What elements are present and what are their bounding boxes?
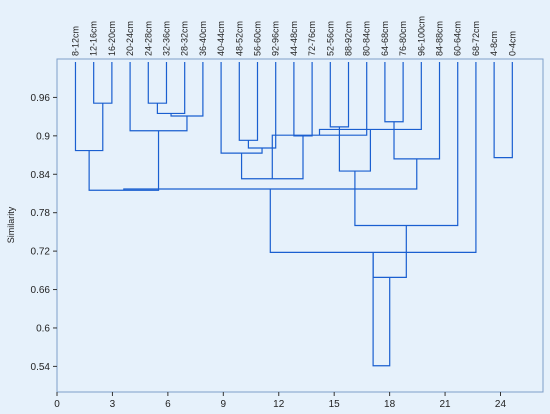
dendrogram-link: [93, 62, 113, 104]
leaf-label: 96-100cm: [416, 16, 426, 56]
leaf-label: 28-32cm: [180, 21, 190, 56]
x-tick-label: 15: [329, 399, 341, 410]
leaf-label: 92-96cm: [271, 21, 281, 56]
leaf-label: 56-60cm: [252, 21, 262, 56]
dendrogram-link: [247, 62, 277, 149]
y-tick-label: 0.66: [31, 285, 51, 296]
dendrogram-link: [88, 130, 160, 191]
x-tick-label: 6: [165, 399, 171, 410]
leaf-label: 88-92cm: [344, 21, 354, 56]
leaf-label: 68-72cm: [471, 21, 481, 56]
dendrogram-link: [240, 135, 304, 180]
leaf-label: 72-76cm: [307, 21, 317, 56]
y-tick-label: 0.72: [31, 247, 51, 258]
dendrogram-link: [372, 225, 407, 278]
y-tick-label: 0.78: [31, 208, 51, 219]
leaf-label: 60-64cm: [453, 21, 463, 56]
dendrogram-link: [384, 62, 404, 123]
leaf-label: 84-88cm: [435, 21, 445, 56]
x-tick-label: 0: [54, 399, 60, 410]
leaf-labels: 8-12cm 12-16cm 16-20cm 20-24cm 24-28cm 32-36c…: [70, 16, 517, 56]
leaf-label: 48-52cm: [234, 21, 244, 56]
y-tick-label: 0.96: [31, 93, 51, 104]
dendrogram-link: [170, 62, 204, 117]
leaf-label: 20-24cm: [125, 21, 135, 56]
leaf-label: 76-80cm: [398, 21, 408, 56]
x-tick-label: 9: [221, 399, 227, 410]
y-axis-title: Similarity: [6, 206, 16, 243]
leaf-label: 80-84cm: [362, 21, 372, 56]
dendrogram-link: [220, 62, 263, 154]
leaf-label: 0-4cm: [507, 31, 517, 56]
x-tick-label: 18: [384, 399, 396, 410]
x-tick-label: 24: [495, 399, 507, 410]
axes: 0 3 6 9 12 15 18 21 24 0.54 0.6 0.66 0.72 0.78 0.84 0.9…: [31, 93, 507, 410]
leaf-label: 36-40cm: [198, 21, 208, 56]
dendrogram-link: [293, 62, 313, 137]
dendrogram-link: [338, 126, 372, 172]
dendrogram-link: [74, 62, 104, 152]
plot-frame: [56, 58, 544, 393]
dendrogram-link: [372, 252, 391, 367]
leaf-label: 24-28cm: [143, 21, 153, 56]
dendrogram-link: [156, 62, 186, 115]
leaf-label: 8-12cm: [70, 26, 80, 56]
leaf-label: 12-16cm: [89, 21, 99, 56]
leaf-label: 64-68cm: [380, 21, 390, 56]
dendrogram-link: [147, 62, 168, 104]
x-tick-label: 12: [273, 399, 285, 410]
dendrogram-link: [271, 62, 368, 179]
dendrogram-link: [318, 62, 422, 136]
dendrogram-link: [129, 62, 188, 132]
dendrogram-link: [393, 62, 441, 160]
y-tick-label: 0.84: [31, 170, 51, 181]
y-tick-label: 0.9: [36, 131, 50, 142]
y-tick-label: 0.6: [36, 323, 50, 334]
dendrogram-link: [329, 62, 350, 128]
x-tick-label: 3: [110, 399, 116, 410]
y-tick-label: 0.54: [31, 362, 51, 373]
dendrogram-link: [123, 158, 418, 191]
dendrogram-link: [269, 62, 477, 253]
leaf-label: 16-20cm: [107, 21, 117, 56]
leaf-label: 4-8cm: [489, 31, 499, 56]
leaf-label: 44-48cm: [289, 21, 299, 56]
dendrogram-branches: [74, 62, 513, 367]
dendrogram-link: [238, 62, 259, 141]
leaf-label: 40-44cm: [216, 21, 226, 56]
dendrogram-link: [493, 62, 513, 159]
leaf-label: 32-36cm: [161, 21, 171, 56]
x-tick-label: 21: [439, 399, 451, 410]
leaf-label: 52-56cm: [325, 21, 335, 56]
